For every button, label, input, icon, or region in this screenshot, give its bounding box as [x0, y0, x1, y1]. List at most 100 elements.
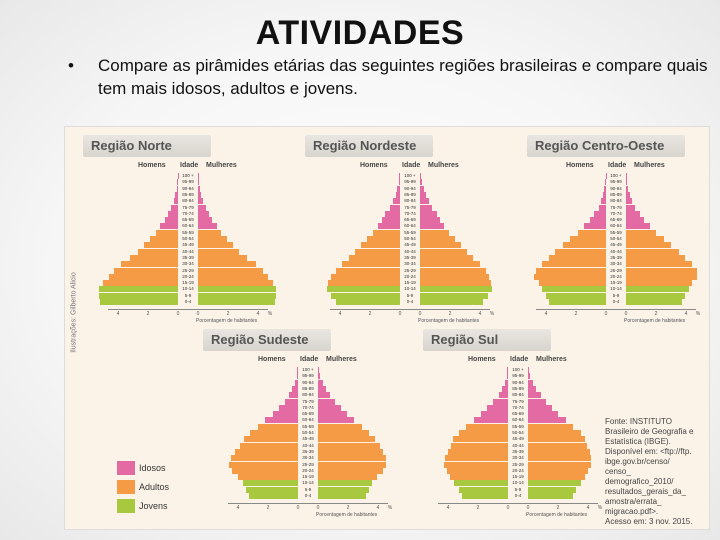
x-tick-label: 0 — [526, 505, 530, 512]
bar-men — [284, 398, 298, 405]
column-label-age: Idade — [510, 356, 529, 363]
bar-men — [98, 292, 178, 299]
age-group-label: 10-14 — [182, 286, 194, 292]
age-group-label: 45-49 — [512, 436, 524, 442]
age-group-label: 80-84 — [512, 392, 524, 398]
bar-women — [420, 248, 467, 255]
bar-men — [473, 417, 508, 424]
age-group-label: 95-99 — [610, 179, 622, 185]
bar-women — [318, 404, 341, 411]
bar-men — [466, 423, 508, 430]
age-group-label: 55-59 — [302, 423, 314, 429]
column-label-men: Homens — [258, 356, 286, 363]
age-group-label: 20-24 — [182, 273, 194, 279]
bar-women — [420, 280, 491, 287]
bar-women — [318, 442, 380, 449]
x-tick-label: 4 — [338, 311, 342, 318]
bar-men — [604, 185, 606, 192]
age-group-label: 60-64 — [404, 223, 416, 229]
age-group-label: 35-39 — [512, 448, 524, 454]
x-tick-label: 2 — [266, 505, 270, 512]
age-group-label: 25-29 — [182, 267, 194, 273]
x-tick-label: 0 — [624, 311, 628, 318]
bar-men — [229, 461, 298, 468]
x-axis-label: Porcentagem de habitantes — [526, 512, 588, 519]
bar-men — [238, 474, 298, 481]
bar-men — [454, 480, 508, 487]
age-group-label: 45-49 — [610, 242, 622, 248]
bar-men — [499, 392, 508, 399]
pyramid-panel: Região Nordeste Homens Idade Mulheres 100 +9… — [305, 135, 505, 324]
pyramid-title: Região Norte — [83, 135, 211, 157]
bar-women — [318, 423, 362, 430]
age-group-label: 50-54 — [302, 430, 314, 435]
column-label-age: Idade — [180, 162, 199, 169]
age-group-label: 60-64 — [610, 223, 622, 229]
bar-men — [605, 179, 606, 186]
bar-women — [528, 367, 530, 373]
x-tick-label: 2 — [368, 311, 372, 318]
source-line: Estatística (IBGE). — [605, 437, 671, 446]
bar-women — [528, 436, 585, 443]
age-group-label: 95-99 — [404, 179, 416, 185]
bar-women — [528, 486, 576, 493]
bar-women — [318, 367, 320, 373]
column-label-women: Mulheres — [326, 356, 357, 363]
bullet-text: Compare as pirâmides etárias das seguint… — [98, 56, 708, 98]
bar-men — [331, 292, 400, 299]
bar-women — [528, 385, 537, 392]
age-group-label: 30-34 — [302, 455, 314, 461]
bar-women — [318, 373, 321, 380]
x-axis-label: Porcentagem de habitantes — [418, 318, 480, 325]
age-group-label: 25-29 — [512, 461, 524, 467]
bar-women — [318, 398, 335, 405]
bar-men — [289, 392, 298, 399]
bar-women — [528, 480, 581, 487]
age-group-label: 75-79 — [302, 398, 314, 404]
bar-women — [528, 373, 531, 380]
bar-women — [318, 480, 372, 487]
legend-swatch-jovens — [117, 499, 135, 513]
bar-women — [318, 392, 330, 399]
bar-men — [98, 286, 178, 293]
bar-women — [626, 254, 685, 261]
age-group-label: 70-74 — [610, 210, 622, 216]
bar-women — [420, 229, 449, 236]
bar-men — [175, 191, 178, 198]
bar-men — [232, 467, 298, 474]
legend-label-jovens: Jovens — [139, 501, 168, 511]
column-label-women: Mulheres — [536, 356, 567, 363]
column-label-age: Idade — [300, 356, 319, 363]
pyramid-title: Região Centro-Oeste — [527, 135, 685, 157]
age-group-label: 90-94 — [182, 185, 194, 191]
bar-women — [198, 280, 273, 287]
bar-women — [528, 417, 566, 424]
age-group-label: 70-74 — [182, 210, 194, 216]
column-label-men: Homens — [468, 356, 496, 363]
x-tick-label: 2 — [476, 505, 480, 512]
bar-men — [164, 217, 178, 224]
age-group-label: 40-44 — [512, 442, 524, 448]
legend-swatch-idosos — [117, 461, 135, 475]
bar-women — [318, 436, 375, 443]
bar-women — [198, 223, 217, 230]
bar-men — [230, 455, 298, 462]
bar-women — [198, 292, 276, 299]
bar-women — [420, 267, 486, 274]
age-group-label: 15-19 — [610, 280, 622, 286]
bar-women — [528, 474, 585, 481]
age-group-label: 65-69 — [610, 217, 622, 223]
bar-women — [420, 292, 488, 299]
bar-men — [103, 280, 178, 287]
age-group-label: 65-69 — [302, 411, 314, 417]
age-group-label: 70-74 — [404, 210, 416, 216]
x-tick-label: 0 — [196, 311, 200, 318]
bar-men — [458, 486, 508, 493]
x-tick-label: 2 — [346, 505, 350, 512]
age-group-label: 10-14 — [302, 480, 314, 486]
age-group-label: 60-64 — [182, 223, 194, 229]
bar-women — [198, 191, 202, 198]
age-group-label: 5-9 — [304, 486, 312, 492]
x-tick-label: 0 — [176, 311, 180, 318]
bar-men — [130, 254, 178, 261]
